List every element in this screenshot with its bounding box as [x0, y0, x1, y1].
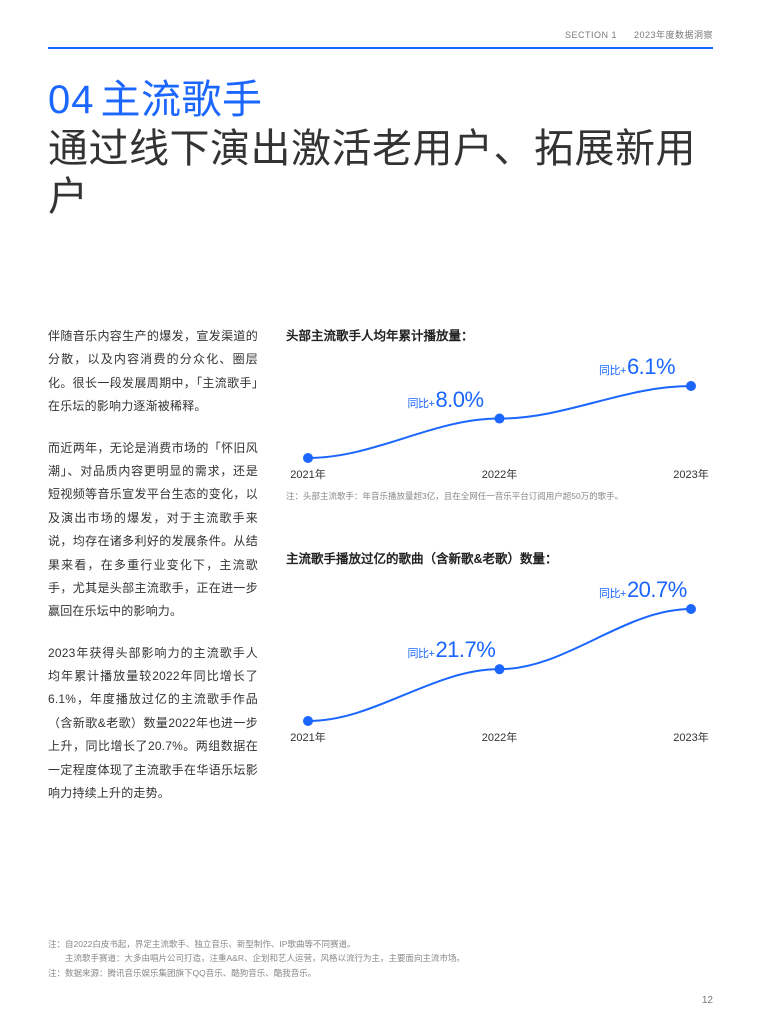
body-paragraph-2: 而近两年，无论是消费市场的「怀旧风潮」、对品质内容更明显的需求，还是短视频等音乐… — [48, 437, 258, 624]
pct-prefix: 同比+ — [408, 648, 435, 660]
page-number: 12 — [702, 995, 713, 1006]
axis-label: 2022年 — [470, 729, 530, 745]
pct-value: 8.0% — [435, 387, 483, 412]
chart-pct-label: 同比+21.7% — [408, 637, 496, 663]
axis-label: 2022年 — [470, 466, 530, 482]
chart-marker — [303, 453, 313, 463]
chart-pct-label: 同比+20.7% — [599, 577, 687, 603]
pct-prefix: 同比+ — [408, 398, 435, 410]
header-rule — [48, 47, 713, 49]
chart-pct-label: 同比+8.0% — [408, 387, 484, 413]
chart-marker — [495, 414, 505, 424]
pct-prefix: 同比+ — [599, 365, 626, 377]
body-text-column: 伴随音乐内容生产的爆发，宣发渠道的分散，以及内容消费的分众化、圈层化。很长一段发… — [48, 325, 258, 823]
pct-value: 21.7% — [435, 637, 495, 662]
chart-marker — [686, 381, 696, 391]
pct-prefix: 同比+ — [599, 588, 626, 600]
page-header-meta: SECTION 1 2023年度数据洞察 — [48, 28, 713, 41]
footnote-3: 注：数据来源：腾讯音乐娱乐集团旗下QQ音乐、酷狗音乐、酷我音乐。 — [48, 966, 713, 980]
section-subtitle: 2023年度数据洞察 — [634, 30, 713, 40]
footnote-1: 注：自2022白皮书起，界定主流歌手、独立音乐、新型制作、IP歌曲等不同赛道。 — [48, 937, 713, 951]
chart1-title: 头部主流歌手人均年累计播放量： — [286, 325, 713, 344]
axis-label: 2021年 — [278, 466, 338, 482]
content-columns: 伴随音乐内容生产的爆发，宣发渠道的分散，以及内容消费的分众化、圈层化。很长一段发… — [48, 325, 713, 823]
footnotes: 注：自2022白皮书起，界定主流歌手、独立音乐、新型制作、IP歌曲等不同赛道。 … — [48, 937, 713, 980]
chart2-area: 2021年2022年2023年同比+21.7%同比+20.7% — [286, 567, 713, 747]
body-paragraph-3: 2023年获得头部影响力的主流歌手人均年累计播放量较2022年同比增长了6.1%… — [48, 642, 258, 806]
axis-label: 2021年 — [278, 729, 338, 745]
chart-pct-label: 同比+6.1% — [599, 354, 675, 380]
axis-label: 2023年 — [661, 466, 721, 482]
title-block: 04主流歌手 通过线下演出激活老用户、拓展新用户 — [48, 77, 713, 221]
title-headline-accent: 主流歌手 — [101, 78, 263, 122]
pct-value: 6.1% — [627, 354, 675, 379]
section-label: SECTION 1 — [565, 30, 617, 40]
chart-marker — [686, 604, 696, 614]
pct-value: 20.7% — [627, 577, 687, 602]
chart1-note: 注：头部主流歌手：年音乐播放量超3亿，且在全网任一音乐平台订阅用户超50万的歌手… — [286, 490, 713, 504]
charts-column: 头部主流歌手人均年累计播放量： 2021年2022年2023年同比+8.0%同比… — [286, 325, 713, 823]
chart2-title: 主流歌手播放过亿的歌曲（含新歌&老歌）数量： — [286, 548, 713, 567]
chart-marker — [495, 664, 505, 674]
chart-spacer — [286, 504, 713, 548]
body-paragraph-1: 伴随音乐内容生产的爆发，宣发渠道的分散，以及内容消费的分众化、圈层化。很长一段发… — [48, 325, 258, 419]
chart1-area: 2021年2022年2023年同比+8.0%同比+6.1% — [286, 344, 713, 484]
title-number: 04 — [48, 78, 95, 122]
document-page: SECTION 1 2023年度数据洞察 04主流歌手 通过线下演出激活老用户、… — [0, 0, 761, 1024]
title-headline-rest: 通过线下演出激活老用户、拓展新用户 — [48, 125, 713, 221]
footnote-2: 主流歌手赛道：大多由唱片公司打造，注重A&R、企划和艺人运营，风格以流行为主，主… — [48, 951, 713, 965]
chart-marker — [303, 716, 313, 726]
axis-label: 2023年 — [661, 729, 721, 745]
title-line-1: 04主流歌手 — [48, 77, 713, 123]
